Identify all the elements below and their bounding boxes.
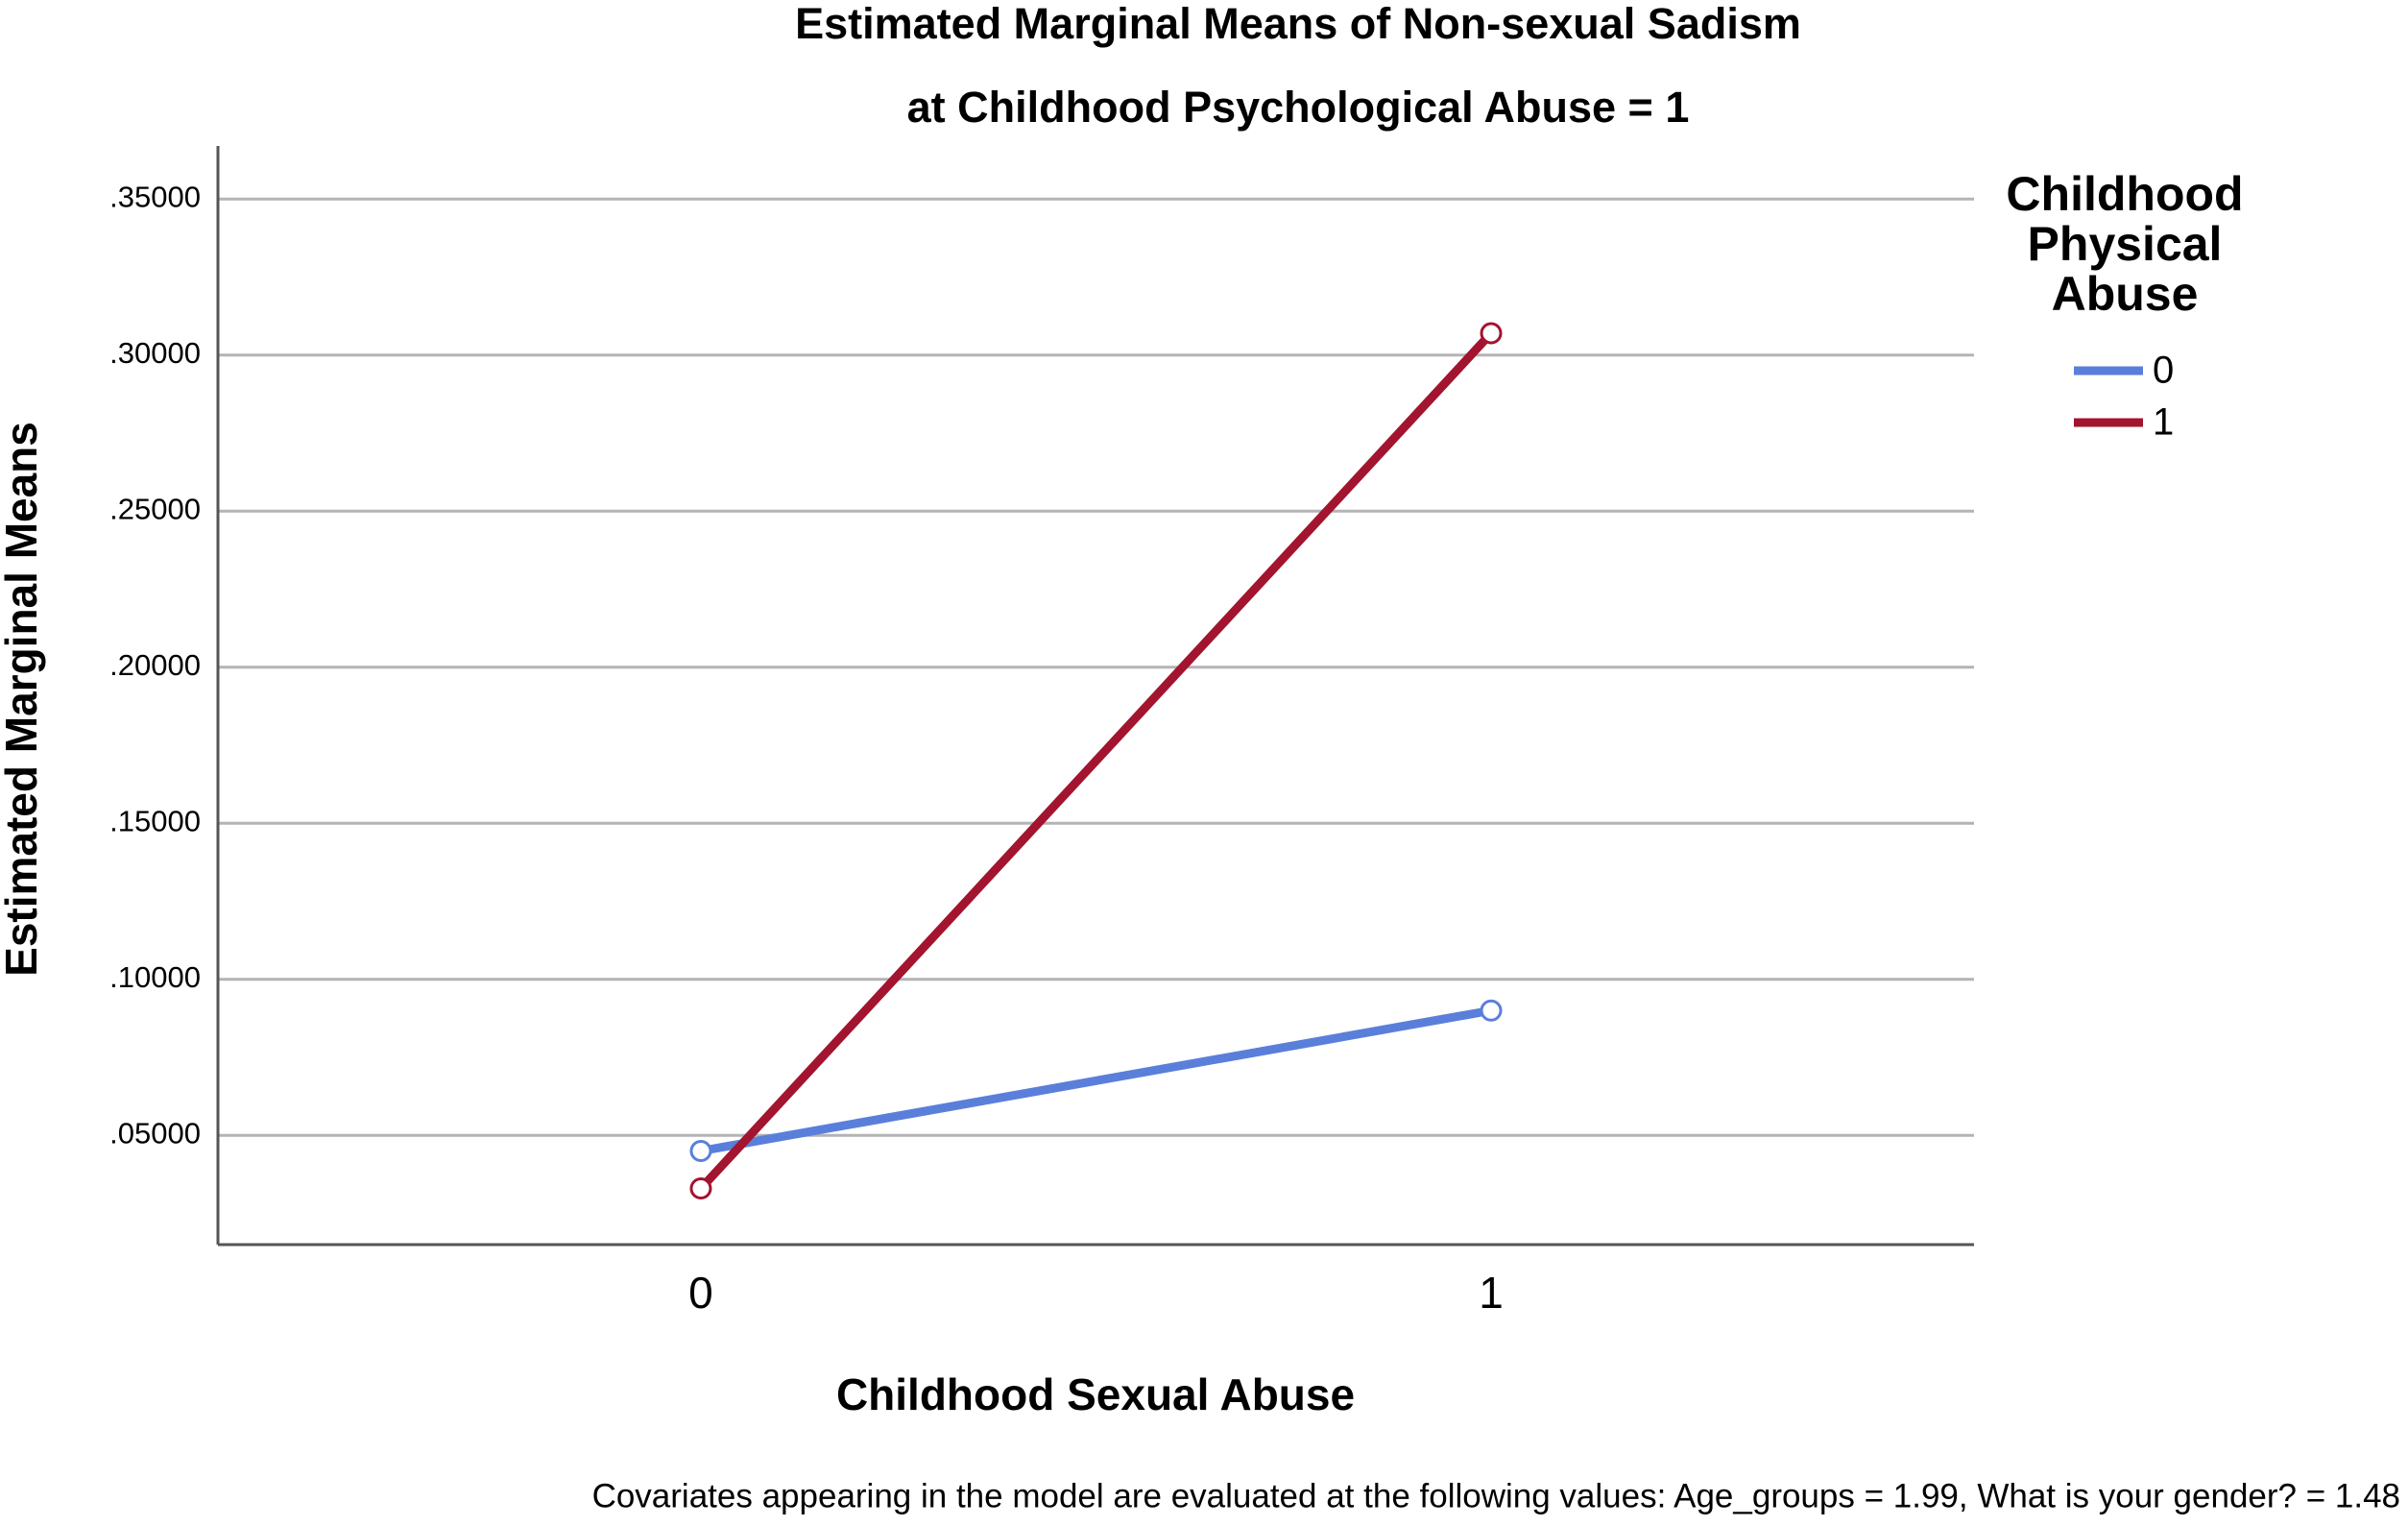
x-axis-title: Childhood Sexual Abuse bbox=[836, 1369, 1355, 1419]
point-marker bbox=[1480, 322, 1503, 345]
chart-subtitle: at Childhood Psychological Abuse = 1 bbox=[907, 83, 1690, 132]
legend-label: 1 bbox=[2153, 401, 2174, 444]
y-axis-title: Estimated Marginal Means bbox=[0, 422, 46, 977]
y-tick-label: .30000 bbox=[109, 336, 201, 370]
chart-title: Estimated Marginal Means of Non-sexual S… bbox=[795, 0, 1801, 48]
legend-label: 0 bbox=[2153, 350, 2174, 392]
y-tick-label: .25000 bbox=[109, 492, 201, 525]
y-tick-label: .05000 bbox=[109, 1116, 201, 1150]
series-line bbox=[697, 329, 1495, 1192]
footnote: Covariates appearing in the model are ev… bbox=[592, 1477, 2400, 1514]
y-tick-label: .35000 bbox=[109, 180, 201, 213]
y-tick-label: .10000 bbox=[109, 960, 201, 994]
point-marker bbox=[1480, 999, 1503, 1022]
x-tick-label: 1 bbox=[1479, 1268, 1504, 1318]
legend-title: Childhood Physical Abuse bbox=[2006, 167, 2244, 321]
y-tick-label: .20000 bbox=[109, 648, 201, 682]
y-tick-label: .15000 bbox=[109, 804, 201, 837]
series-line bbox=[700, 1005, 1492, 1155]
point-marker bbox=[689, 1177, 712, 1199]
point-marker bbox=[689, 1140, 712, 1162]
x-tick-label: 0 bbox=[688, 1268, 713, 1318]
